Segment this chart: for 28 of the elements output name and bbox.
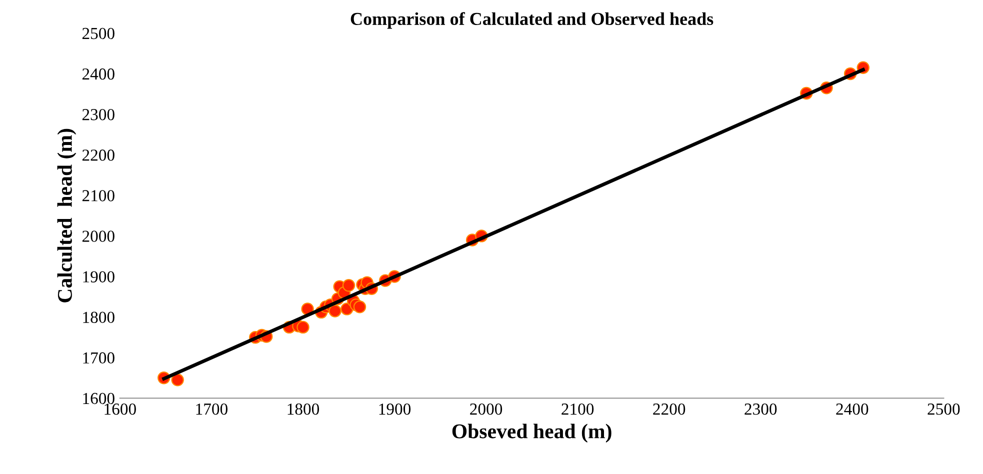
y-tick-label: 2300 xyxy=(82,108,114,120)
y-tick-label: 1900 xyxy=(83,271,114,282)
point xyxy=(353,300,366,314)
y-tick-label: 2100 xyxy=(82,190,114,202)
x-tick-label: 2500 xyxy=(928,404,960,415)
x-axis-title: Obseved head (m) xyxy=(452,424,612,443)
y-tick-label: 1600 xyxy=(83,392,114,404)
y-tick-label: 2500 xyxy=(82,28,114,40)
point xyxy=(342,279,356,292)
x-tick-label: 2200 xyxy=(653,404,686,415)
x-tick-label: 1700 xyxy=(196,404,228,415)
x-tick-label: 1900 xyxy=(379,404,411,415)
x-tick-label: 1800 xyxy=(288,404,320,415)
point xyxy=(296,320,310,334)
y-tick-label: 1800 xyxy=(83,312,114,323)
y-tick-label: 1700 xyxy=(83,352,114,364)
x-tick-label: 2300 xyxy=(744,404,777,415)
point xyxy=(171,374,184,386)
point xyxy=(328,304,342,318)
x-tick-label: 2100 xyxy=(562,404,594,415)
y-tick-label: 2200 xyxy=(82,150,114,161)
y-tick-label: 2000 xyxy=(82,230,114,242)
y-tick-label: 2400 xyxy=(82,68,114,80)
y-axis-title: Calculted head (m) xyxy=(57,128,76,302)
chart-title: Comparison of Calculated and Observed heads xyxy=(350,12,714,29)
x-tick-label: 1600 xyxy=(104,404,136,415)
x-tick-label: 2400 xyxy=(836,404,868,415)
x-tick-label: 2000 xyxy=(470,404,502,415)
